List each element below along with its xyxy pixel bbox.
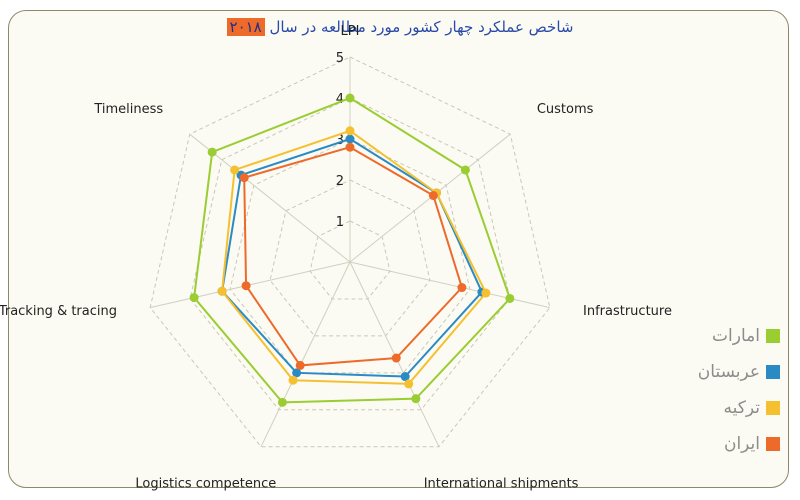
- data-point: [457, 283, 467, 293]
- data-point: [292, 368, 302, 378]
- legend-label: امارات: [712, 326, 760, 346]
- axis-label: Logistics competence: [135, 476, 276, 491]
- axis-spoke: [260, 261, 351, 447]
- data-point: [404, 379, 414, 389]
- tick-label: 1: [336, 215, 344, 230]
- series-line: [221, 129, 488, 385]
- data-point: [460, 165, 470, 175]
- data-point: [345, 134, 355, 144]
- data-point: [428, 191, 438, 201]
- data-point: [400, 372, 410, 382]
- legend-swatch: [766, 329, 780, 343]
- data-point: [241, 281, 251, 291]
- axis-spoke: [189, 133, 351, 263]
- chart-title-year: ۲۰۱۸: [226, 18, 265, 36]
- data-point: [411, 394, 421, 404]
- axis-label: Timeliness: [93, 102, 163, 117]
- data-point: [505, 293, 515, 303]
- data-point: [295, 360, 305, 370]
- data-point: [345, 142, 355, 152]
- series-line: [243, 146, 464, 367]
- tick-label: 2: [336, 174, 344, 189]
- chart-legend: امارات عربستان ترکیه ایران: [690, 318, 780, 462]
- tick-label: 3: [336, 133, 344, 148]
- data-point: [239, 173, 249, 183]
- legend-item[interactable]: عربستان: [690, 354, 780, 390]
- data-point: [481, 288, 491, 298]
- legend-label: ترکیه: [723, 398, 760, 418]
- legend-swatch: [766, 401, 780, 415]
- legend-item[interactable]: ترکیه: [690, 390, 780, 426]
- data-point: [217, 286, 227, 296]
- data-point: [391, 353, 401, 363]
- axis-label: International shipments: [424, 476, 579, 491]
- legend-label: ایران: [723, 434, 760, 454]
- legend-item[interactable]: ایران: [690, 426, 780, 462]
- legend-item[interactable]: امارات: [690, 318, 780, 354]
- axis-label: Tracking & tracing: [0, 304, 117, 319]
- data-point: [230, 165, 240, 175]
- grid-ring: [149, 56, 551, 448]
- chart-frame: [8, 10, 789, 488]
- tick-label: 5: [336, 51, 344, 66]
- data-point: [288, 375, 298, 385]
- data-point: [345, 93, 355, 103]
- data-point: [345, 126, 355, 136]
- data-point: [207, 147, 217, 157]
- data-point: [189, 293, 199, 303]
- tick-label: 4: [336, 92, 344, 107]
- axis-label: LPI: [341, 24, 360, 39]
- chart-title: شاخص عملکرد چهار کشور مورد مطالعه در سال…: [0, 18, 800, 36]
- series-line: [193, 96, 512, 404]
- axis-label: Customs: [537, 102, 594, 117]
- data-point: [277, 397, 287, 407]
- legend-swatch: [766, 365, 780, 379]
- grid-ring: [269, 179, 431, 337]
- legend-label: عربستان: [697, 362, 760, 382]
- axis-label: Infrastructure: [583, 304, 672, 319]
- legend-swatch: [766, 437, 780, 451]
- chart-title-text: شاخص عملکرد چهار کشور مورد مطالعه در سال: [269, 18, 574, 36]
- grid-ring: [229, 138, 471, 374]
- grid-ring: [189, 97, 511, 411]
- axis-spoke: [349, 261, 550, 309]
